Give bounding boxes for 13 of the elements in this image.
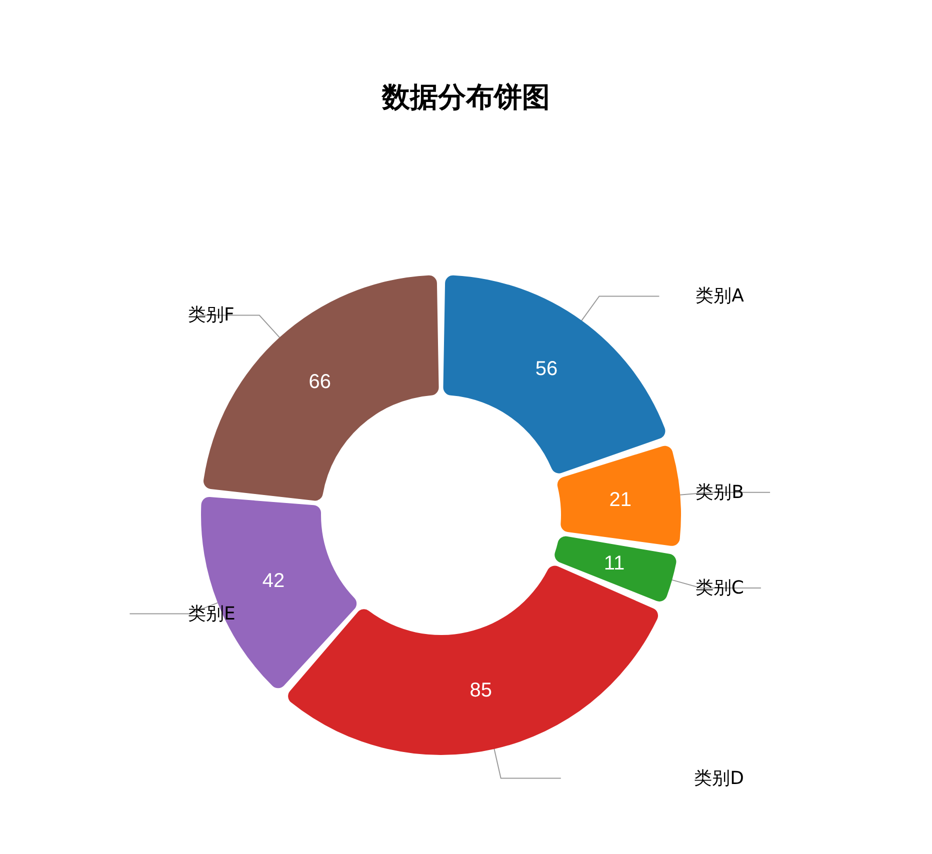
data-label: 21: [609, 488, 632, 511]
data-label: 11: [604, 552, 625, 575]
slice-label: 类别C: [695, 578, 744, 599]
slice-label: 类别B: [696, 482, 744, 503]
data-label: 42: [262, 570, 285, 592]
slice-label: 类别E: [188, 603, 236, 624]
slice-label: 类别F: [188, 304, 234, 326]
slice-label: 类别A: [696, 286, 745, 307]
data-label: 85: [470, 680, 492, 702]
data-label: 56: [535, 358, 558, 380]
slice-label: 类别D: [694, 768, 744, 789]
data-label: 66: [308, 370, 332, 393]
chart-title: 数据分布饼图: [381, 80, 550, 114]
